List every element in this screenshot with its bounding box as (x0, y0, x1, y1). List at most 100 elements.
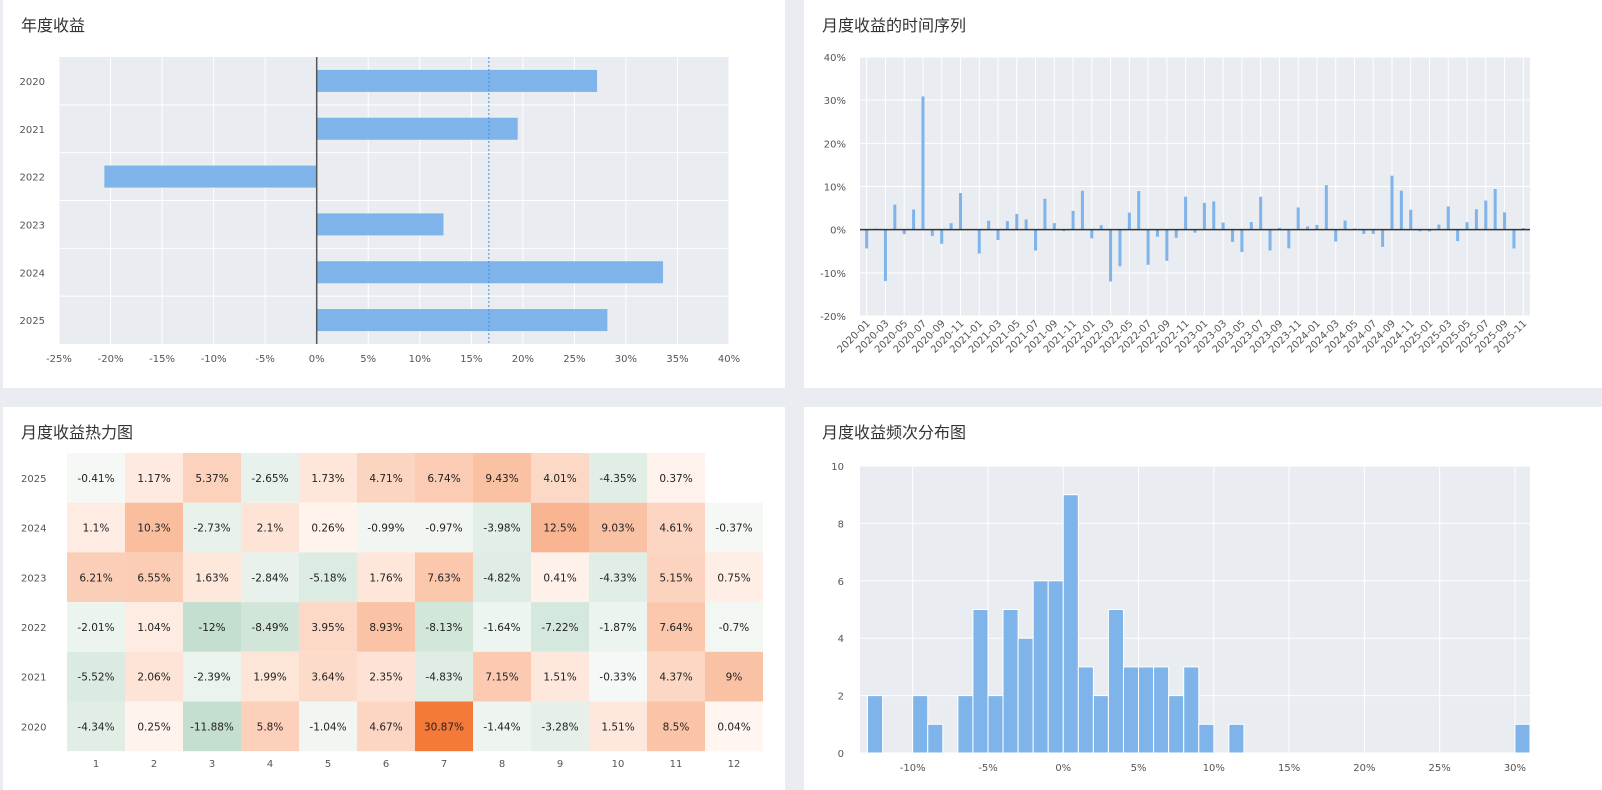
heatmap-cell-label: -4.83% (425, 672, 462, 684)
heatmap-cell (473, 502, 531, 553)
heatmap-cell-label: -5.52% (77, 672, 114, 684)
monthly-bar (1221, 222, 1225, 230)
heatmap-cell-label: 6.21% (79, 572, 112, 584)
heatmap-cell-label: 1.04% (137, 622, 170, 634)
heatmap-cell (357, 453, 415, 503)
heatmap-cell (299, 552, 357, 603)
x-tick-label: -10% (900, 763, 926, 774)
heatmap-cell (415, 453, 473, 503)
heatmap-cell-label: 0.75% (717, 572, 750, 584)
column-label: 10 (612, 759, 625, 770)
column-label: 2 (151, 759, 157, 770)
heatmap-cell-label: -2.84% (251, 572, 288, 584)
heatmap-cell-label: 1.73% (311, 473, 344, 485)
heatmap-cell (357, 552, 415, 603)
heatmap-cell (415, 502, 473, 553)
monthly-bar (1005, 221, 1009, 230)
heatmap-cell (647, 552, 705, 603)
y-tick-label: 2023 (20, 220, 45, 231)
monthly-bar (1343, 220, 1347, 230)
heatmap-cell-label: -8.49% (251, 622, 288, 634)
y-tick-label: 2025 (20, 316, 45, 327)
heatmap-cell (473, 552, 531, 603)
monthly-bar (1071, 210, 1075, 230)
x-tick-label: 30% (615, 354, 637, 365)
monthly-timeseries-panel: 月度收益的时间序列 -20% -10% 0% 10% 20% 30% 40% 2020-01 2… (804, 0, 1602, 388)
heatmap-cell-label: 9.43% (485, 473, 518, 485)
heatmap-cell-label: -0.99% (367, 523, 404, 535)
heatmap-cell-label: -4.82% (483, 572, 520, 584)
histogram-bar (957, 695, 974, 754)
heatmap-cell-label: 4.37% (659, 672, 692, 684)
histogram-bar (867, 695, 884, 754)
histogram-bar (927, 723, 944, 754)
histogram-bar (1107, 609, 1124, 754)
heatmap-cell (183, 453, 241, 503)
heatmap-cell (415, 552, 473, 603)
heatmap-cell (705, 502, 763, 553)
y-tick-label: 6 (838, 577, 844, 588)
y-tick-label: 2020 (20, 77, 45, 88)
heatmap-cell (705, 701, 763, 752)
heatmap-cell (241, 453, 299, 503)
heatmap-cell (473, 602, 531, 652)
monthly-bar (1334, 229, 1338, 242)
x-tick-label: -5% (255, 354, 274, 365)
monthly-heatmap-panel: 月度收益热力图 2025 -0.41% 1.17% 5.37% -2.65% 1.73% 4… (3, 407, 785, 790)
monthly-bar (1212, 201, 1216, 230)
monthly-heatmap-chart: 2025 -0.41% 1.17% 5.37% -2.65% 1.73% 4.71% 6.74… (21, 453, 763, 770)
heatmap-cell-label: -0.7% (719, 622, 749, 634)
y-tick-label: 30% (824, 96, 846, 107)
monthly-bar (1202, 202, 1206, 230)
monthly-bar (1240, 229, 1244, 253)
heatmap-cell (125, 453, 183, 503)
heatmap-cell (589, 602, 647, 652)
heatmap-cell (299, 701, 357, 752)
heatmap-cell (473, 453, 531, 503)
heatmap-cell (531, 502, 589, 553)
heatmap-cell-label: -4.35% (599, 473, 636, 485)
row-label: 2023 (21, 573, 46, 584)
histogram-bar (972, 609, 989, 754)
annual-returns-chart: -25% -20% -15% -10% -5% 0% 5% 10% 15% 20% 25% 30% 35… (20, 57, 740, 365)
annual-bar (316, 261, 664, 284)
heatmap-cell (125, 651, 183, 702)
heatmap-cell (183, 602, 241, 652)
column-label: 8 (499, 759, 505, 770)
heatmap-cell-label: 4.01% (543, 473, 576, 485)
column-label: 1 (93, 759, 99, 770)
column-label: 6 (383, 759, 389, 770)
heatmap-cell-label: -2.39% (193, 672, 230, 684)
y-tick-label: -10% (820, 269, 846, 280)
x-tick-label: 40% (718, 354, 740, 365)
heatmap-cell (241, 701, 299, 752)
monthly-bar (1249, 222, 1253, 230)
histogram-bar (1168, 695, 1185, 754)
histogram-bar (1228, 723, 1245, 754)
y-tick-label: 0% (830, 226, 846, 237)
x-tick-label: 20% (1353, 763, 1375, 774)
monthly-bar (1296, 207, 1300, 230)
monthly-bar (1034, 229, 1038, 251)
heatmap-cell-label: 5.8% (257, 721, 284, 733)
heatmap-cell-label: -7.22% (541, 622, 578, 634)
histogram-bar (1017, 637, 1034, 754)
row-label: 2024 (21, 524, 46, 535)
monthly-bar (1118, 229, 1122, 267)
heatmap-cell-label: 9% (726, 672, 743, 684)
heatmap-cell (531, 602, 589, 652)
histogram-bar (1062, 494, 1079, 754)
return-histogram-chart: 0 2 4 6 8 10 -10% -5% 0% 5% 10% 15% 20% 25% 30% (831, 462, 1531, 774)
heatmap-cell-label: -1.04% (309, 721, 346, 733)
heatmap-cell-label: 12.5% (543, 523, 576, 535)
x-tick-label: -20% (98, 354, 124, 365)
monthly-bar (1315, 224, 1319, 230)
heatmap-cell (647, 502, 705, 553)
x-tick-label: 25% (563, 354, 585, 365)
x-tick-label: 10% (1203, 763, 1225, 774)
monthly-bar (1287, 229, 1291, 249)
heatmap-cell (67, 701, 125, 752)
return-histogram-panel: 月度收益频次分布图 0 2 4 6 8 10 -10% -5% 0% 5% 10% 15% 20% 25%… (804, 407, 1602, 790)
heatmap-cell (473, 651, 531, 702)
heatmap-cell-label: -2.01% (77, 622, 114, 634)
